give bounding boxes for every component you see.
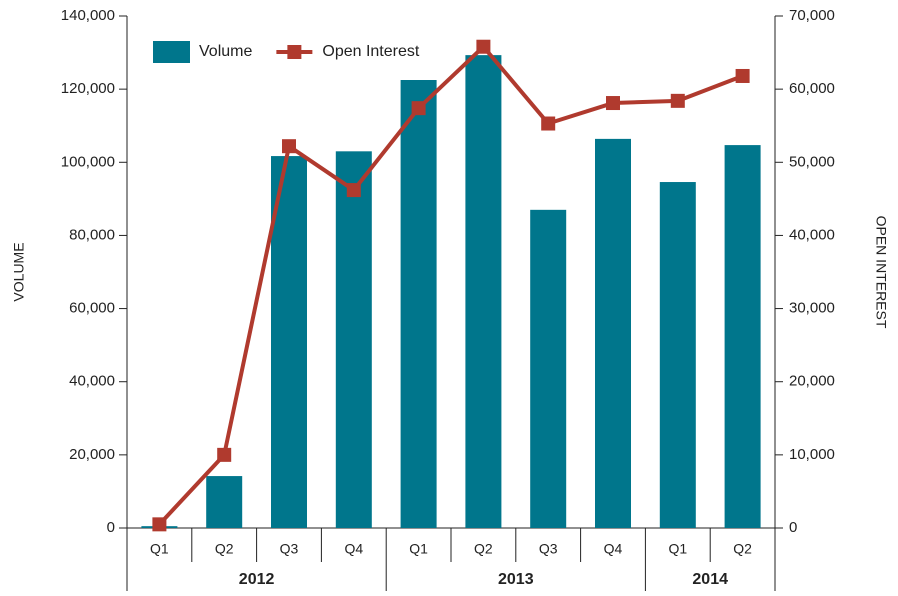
x-tick-label: Q2 xyxy=(215,541,234,557)
bar xyxy=(595,138,631,528)
bar xyxy=(206,476,243,528)
y-tick-label: 20,000 xyxy=(69,446,115,463)
x-tick-label: Q3 xyxy=(280,541,299,557)
legend-label: Volume xyxy=(199,43,252,60)
y2-tick-label: 70,000 xyxy=(789,7,835,24)
x-tick-label: Q4 xyxy=(344,541,363,557)
y2-tick-label: 10,000 xyxy=(789,446,835,463)
y2-tick-label: 40,000 xyxy=(789,226,835,243)
marker xyxy=(541,116,556,131)
bar xyxy=(659,182,696,528)
marker xyxy=(606,96,620,111)
y-tick-label: 120,000 xyxy=(61,80,115,97)
legend-label: Open Interest xyxy=(322,43,420,60)
bar xyxy=(530,209,567,529)
y2-tick-label: 30,000 xyxy=(789,300,835,317)
x-tick-label: Q2 xyxy=(733,541,752,557)
y-tick-label: 80,000 xyxy=(69,226,115,243)
x-tick-label: Q4 xyxy=(604,541,623,557)
marker xyxy=(217,447,232,462)
x-tick-label: Q3 xyxy=(539,541,558,557)
y-tick-label: 0 xyxy=(107,519,115,536)
bar xyxy=(335,151,372,529)
marker xyxy=(346,183,361,198)
marker xyxy=(735,68,750,83)
x-tick-label: Q1 xyxy=(668,541,687,557)
marker xyxy=(282,139,296,154)
y-tick-label: 140,000 xyxy=(61,7,115,24)
y-tick-label: 100,000 xyxy=(61,153,115,170)
y2-tick-label: 60,000 xyxy=(789,80,835,97)
x-tick-label: Q1 xyxy=(150,541,169,557)
bar xyxy=(271,156,307,528)
bar xyxy=(724,145,761,528)
x-group-label: 2013 xyxy=(498,571,534,588)
line xyxy=(157,44,744,526)
marker xyxy=(411,101,426,116)
legend-swatch xyxy=(153,41,190,63)
y2-tick-label: 20,000 xyxy=(789,373,835,390)
y2-tick-label: 50,000 xyxy=(789,153,835,170)
bar xyxy=(400,80,437,528)
x-group-label: 2012 xyxy=(239,571,275,588)
y2-axis-label: OPEN INTEREST xyxy=(873,216,889,329)
marker xyxy=(670,93,685,108)
y-axis-label: VOLUME xyxy=(11,242,27,301)
bar xyxy=(465,55,502,528)
x-tick-label: Q1 xyxy=(409,541,428,557)
x-tick-label: Q2 xyxy=(474,541,493,557)
x-group-label: 2014 xyxy=(692,571,728,588)
y-tick-label: 60,000 xyxy=(69,300,115,317)
legend-swatch xyxy=(287,45,302,59)
y-tick-label: 40,000 xyxy=(69,373,115,390)
y2-tick-label: 0 xyxy=(789,519,797,536)
marker xyxy=(152,517,167,532)
marker xyxy=(476,39,491,54)
